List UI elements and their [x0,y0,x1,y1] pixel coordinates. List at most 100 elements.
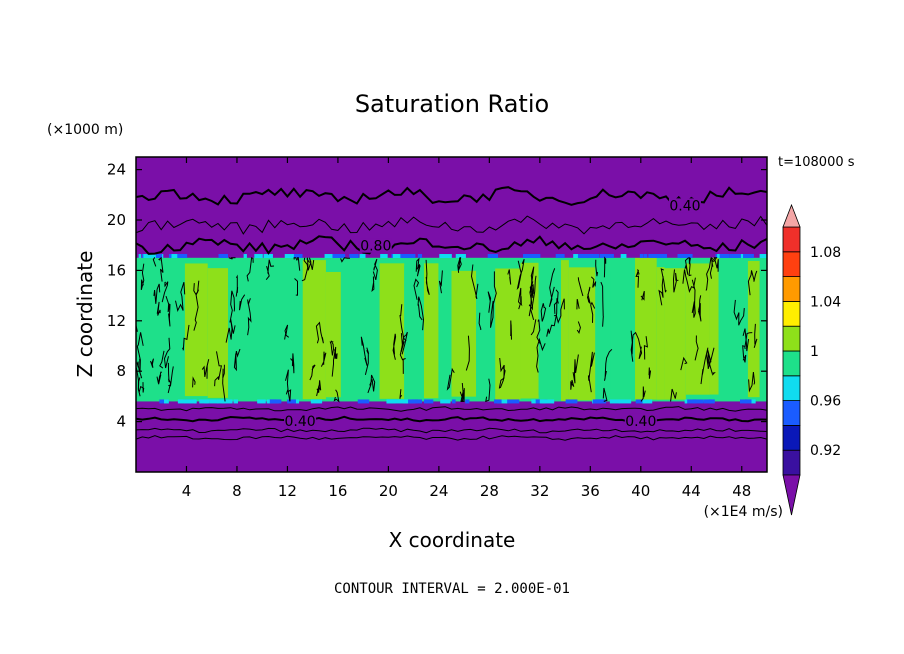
inner-contour [246,257,254,282]
cloud-top-edge [324,254,333,259]
plot-area: 0.40 0.80 0.40 0.40 [136,157,767,472]
cloud-column [325,271,341,398]
contour-line [136,435,767,441]
cloud-base-edge [310,399,323,404]
cloud-base-edge [541,399,555,404]
cloud-base-edge [692,399,697,404]
inner-contour [660,268,667,293]
cloud-column [747,260,760,398]
inner-contour [364,347,370,376]
colorbar-swatch [782,375,801,401]
cloud-top-edge [254,254,263,259]
cloud-top-edge [620,254,627,259]
inner-contour [602,387,608,402]
inner-contour [413,278,420,300]
cloud-column [340,258,362,400]
cloud-base-edge [164,399,169,404]
y-tick-label: 4 [116,413,126,431]
cloud-column [685,263,710,395]
inner-contour [553,289,559,314]
inner-contour [425,259,430,295]
contour-line [136,406,767,412]
cloud-top-edge [719,254,730,259]
inner-contour [392,333,397,360]
x-axis-label: X coordinate [389,528,516,552]
colorbar-label: 1.04 [810,294,841,310]
cloud-top-edge [555,254,565,259]
inner-contour [590,276,597,288]
cloud-base-edge [684,399,688,404]
inner-contour [228,257,236,260]
inner-contour [733,299,745,326]
inner-contour [193,280,200,295]
inner-contour [590,301,596,323]
cloud-base-edge [386,399,390,404]
cloud-top-edge [218,254,228,259]
inner-contour [193,289,200,331]
inner-contour [247,298,252,336]
cloud-top-edge [643,254,648,259]
cloud-column [423,263,439,399]
inner-contour [446,367,455,391]
cloud-column [635,257,657,400]
cloud-base-edge [225,399,233,404]
cloud-base-edge [507,399,520,404]
inner-contour [137,377,141,397]
colorbar-swatch [782,449,801,476]
x-tick-label: 12 [278,482,297,500]
x-tick-label: 44 [682,482,701,500]
cloud-column [277,263,303,399]
cloud-base-edge [642,399,653,404]
inner-contour [153,283,161,304]
cloud-top-edge [601,254,614,259]
inner-contour [586,286,591,305]
inner-contour [536,337,546,373]
inner-contour [742,345,747,363]
inner-contour [399,333,406,374]
inner-contour [301,257,309,282]
cloud-column [142,262,164,396]
inner-contour [470,264,479,300]
y-unit-label: (×1000 m) [47,122,123,138]
cloud-top-edge [687,254,693,259]
inner-contour [548,268,556,307]
y-axis: 4 8 12 16 20 24 [107,161,767,431]
inner-contour [490,271,497,328]
cloud-top-edge [522,254,528,259]
inner-contour [229,290,236,323]
cloud-top-edge [417,254,423,259]
cloud-base-edge [609,399,620,404]
contour-label-bg [668,198,701,213]
inner-contour [465,335,470,371]
inner-contour [214,351,223,387]
inner-contour [684,257,689,275]
inner-contour [329,340,335,356]
cloud-top-edge [743,254,753,259]
inner-contour [672,269,679,293]
cloud-top-edge [243,254,247,259]
cloud-base-edge [216,399,226,404]
inner-contour [457,257,462,273]
cloud-top-edge [677,254,682,259]
x-tick-label: 24 [429,482,448,500]
cloud-top-edge [533,254,541,259]
cloud-column [451,270,477,397]
cloud-top-edge [439,254,452,259]
cloud-column [184,263,208,397]
cloud-column [568,267,596,401]
cloud-column [737,266,748,397]
cloud-top-edge [332,254,346,259]
colorbar-label: 0.92 [810,443,841,459]
inner-contour [156,371,162,385]
time-label: t=108000 s [778,155,855,170]
inner-contour [320,351,327,367]
cloud-column [561,260,569,401]
cloud-column [438,267,452,400]
inner-contour [498,357,505,389]
inner-contour [697,295,702,322]
cloud-base-edge [595,399,603,404]
inner-contour [267,259,275,274]
inner-contour [333,389,340,403]
inner-contour [712,257,719,272]
cloud-column [538,259,562,396]
